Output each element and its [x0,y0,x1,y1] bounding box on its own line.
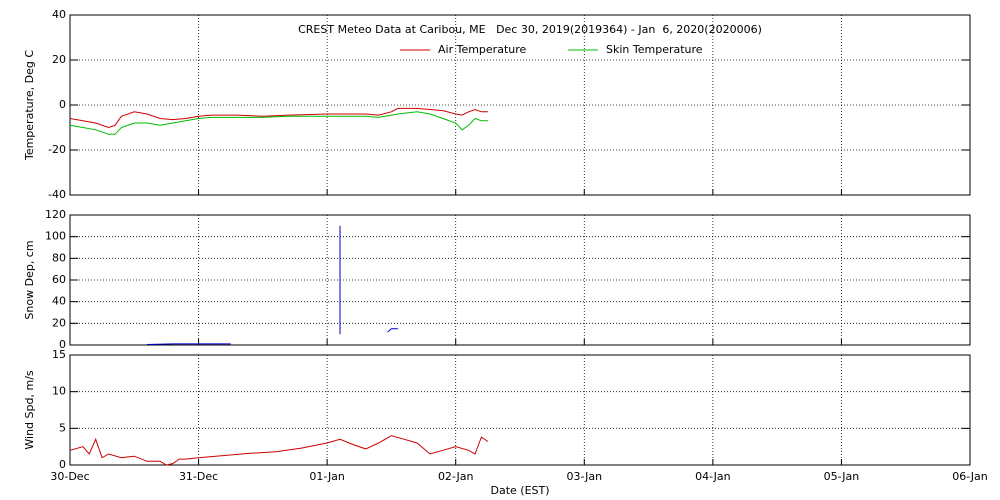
data-line [69,107,488,129]
y-axis-label: Temperature, Deg C [23,50,36,161]
y-tick-label: 0 [59,338,66,351]
y-tick-label: 10 [52,385,66,398]
y-tick-label: 80 [52,251,66,264]
x-axis-label: Date (EST) [490,484,549,497]
x-tick-label: 05-Jan [824,470,860,483]
y-axis-label: Snow Dep, cm [23,240,36,319]
x-tick-label: 02-Jan [438,470,474,483]
legend-label: Air Temperature [438,43,527,56]
y-tick-label: 20 [52,53,66,66]
y-tick-label: 100 [45,230,66,243]
y-tick-label: -20 [48,143,66,156]
plot-frame [69,354,971,466]
x-tick-label: 01-Jan [309,470,345,483]
chart-title: CREST Meteo Data at Caribou, ME Dec 30, … [298,23,762,36]
x-tick-label: 03-Jan [567,470,603,483]
y-tick-label: 20 [52,316,66,329]
y-tick-label: 5 [59,421,66,434]
x-tick-label: 31-Dec [179,470,218,483]
y-tick-label: 15 [52,348,66,361]
y-tick-label: 120 [45,208,66,221]
data-line [147,225,398,345]
legend-label: Skin Temperature [606,43,703,56]
y-tick-label: -40 [48,188,66,201]
y-tick-label: 40 [52,295,66,308]
y-axis-label: Wind Spd, m/s [23,370,36,450]
y-tick-label: 0 [59,458,66,471]
y-tick-label: 0 [59,98,66,111]
data-line [69,435,489,466]
data-line [69,111,488,135]
x-tick-label: 06-Jan [952,470,988,483]
y-tick-label: 40 [52,8,66,21]
x-tick-label: 30-Dec [50,470,89,483]
x-tick-label: 04-Jan [695,470,731,483]
y-tick-label: 60 [52,273,66,286]
